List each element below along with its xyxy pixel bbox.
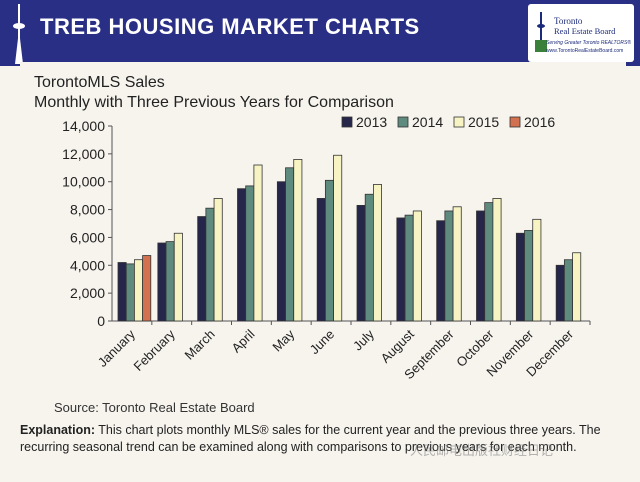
bar-2013-february bbox=[157, 242, 167, 322]
bar-2013-july bbox=[356, 204, 366, 322]
logo-text-4: www.TorontoRealEstateBoard.com bbox=[546, 48, 624, 54]
header-banner: TREB HOUSING MARKET CHARTS Toronto Real … bbox=[0, 0, 640, 66]
bar-2014-december bbox=[563, 259, 573, 322]
header-title: TREB HOUSING MARKET CHARTS bbox=[40, 14, 420, 40]
bar-2013-september bbox=[436, 220, 446, 322]
chart-subtitle: Monthly with Three Previous Years for Co… bbox=[34, 94, 394, 111]
bar-2015-july bbox=[372, 184, 382, 322]
bar-2013-april bbox=[237, 188, 247, 322]
bar-2015-august bbox=[412, 210, 422, 322]
bar-2014-february bbox=[165, 241, 175, 322]
bar-2014-september bbox=[444, 210, 454, 322]
watermark-text: 人民邮电出版社财经日记 bbox=[410, 443, 554, 458]
bar-2014-november bbox=[524, 230, 534, 322]
bar-2013-may bbox=[276, 181, 286, 322]
x-tick-label: June bbox=[307, 327, 338, 358]
source-note: Source: Toronto Real Estate Board bbox=[54, 400, 255, 415]
bar-2013-june bbox=[316, 198, 326, 322]
x-tick-label: April bbox=[229, 326, 258, 355]
bar-2015-september bbox=[452, 206, 462, 322]
x-tick-label: August bbox=[378, 326, 417, 365]
logo-text-1: Toronto bbox=[554, 16, 583, 26]
y-tick-label: 14,000 bbox=[62, 118, 105, 134]
legend-label-2014: 2014 bbox=[412, 114, 443, 130]
bar-2013-august bbox=[396, 217, 406, 322]
legend-label-2013: 2013 bbox=[356, 114, 387, 130]
x-tick-label: March bbox=[182, 327, 218, 363]
explanation-label: Explanation: bbox=[20, 423, 96, 437]
bar-2015-may bbox=[293, 159, 303, 322]
bar-2015-january bbox=[133, 259, 143, 322]
x-tick-label: May bbox=[269, 326, 297, 354]
y-tick-label: 0 bbox=[97, 313, 105, 329]
legend-swatch-2016 bbox=[509, 116, 521, 128]
y-tick-label: 4,000 bbox=[70, 257, 105, 273]
legend-swatch-2015 bbox=[453, 116, 465, 128]
explanation-note: Explanation: This chart plots monthly ML… bbox=[20, 422, 620, 456]
logo-text-2: Real Estate Board bbox=[554, 26, 616, 36]
bar-2013-january bbox=[117, 262, 127, 322]
explanation-text: This chart plots monthly MLS® sales for … bbox=[20, 423, 601, 454]
bar-2014-october bbox=[484, 202, 494, 322]
bar-chart: 0 2,000 4,000 6,000 8,000 10,000 12,000 14,000 J… bbox=[62, 114, 591, 382]
bar-2013-october bbox=[476, 210, 486, 322]
bar-2015-april bbox=[253, 164, 263, 322]
bar-2013-march bbox=[197, 216, 207, 322]
header-title-bold: TREB bbox=[40, 14, 102, 39]
bar-2014-april bbox=[245, 185, 255, 322]
logo-tower-icon bbox=[535, 12, 547, 52]
bar-2014-march bbox=[205, 207, 215, 322]
bar-2014-january bbox=[125, 263, 135, 322]
bar-2013-november bbox=[515, 232, 525, 322]
x-tick-label: February bbox=[130, 326, 178, 374]
bar-2013-december bbox=[555, 264, 565, 322]
cn-tower-icon bbox=[13, 4, 25, 64]
legend-swatch-2013 bbox=[341, 116, 353, 128]
bar-2015-october bbox=[492, 198, 502, 322]
x-tick-label: July bbox=[350, 326, 377, 353]
bar-2016-january bbox=[142, 255, 152, 322]
legend-label-2015: 2015 bbox=[468, 114, 499, 130]
chart-title: TorontoMLS Sales bbox=[34, 74, 165, 91]
bar-2014-july bbox=[364, 193, 374, 322]
y-tick-label: 8,000 bbox=[70, 202, 105, 218]
header-title-rest: HOUSING MARKET CHARTS bbox=[108, 14, 420, 39]
y-tick-label: 6,000 bbox=[70, 229, 105, 245]
legend-swatch-2014 bbox=[397, 116, 409, 128]
bar-2014-august bbox=[404, 214, 414, 322]
treb-logo: Toronto Real Estate Board Serving Greate… bbox=[528, 4, 634, 62]
y-tick-label: 12,000 bbox=[62, 146, 105, 162]
legend-label-2016: 2016 bbox=[524, 114, 555, 130]
bar-2015-december bbox=[572, 252, 582, 322]
bar-2015-november bbox=[532, 218, 542, 322]
logo-text-3: Serving Greater Toronto REALTORS® bbox=[546, 40, 632, 46]
bar-2015-february bbox=[173, 232, 183, 322]
bar-2015-june bbox=[333, 154, 343, 322]
y-tick-label: 2,000 bbox=[70, 285, 105, 301]
bar-2014-june bbox=[324, 179, 334, 322]
bar-2015-march bbox=[213, 198, 223, 322]
bar-2014-may bbox=[285, 167, 295, 322]
y-tick-label: 10,000 bbox=[62, 174, 105, 190]
